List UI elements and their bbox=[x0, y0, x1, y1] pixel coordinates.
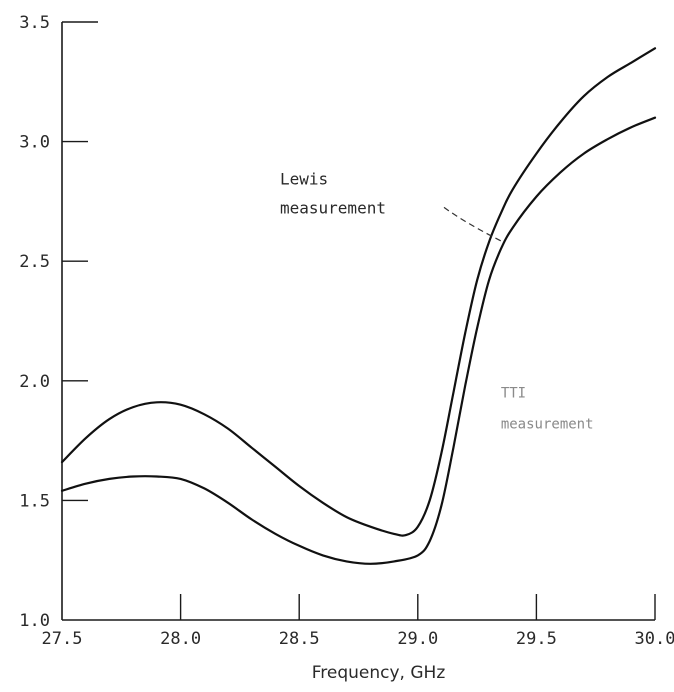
y-ticks: 1.0 1.5 2.0 2.5 3.0 3.5 bbox=[19, 13, 88, 631]
x-tick-label: 28.0 bbox=[160, 629, 201, 649]
y-tick-label: 1.5 bbox=[19, 491, 50, 511]
y-tick-label: 3.0 bbox=[19, 133, 50, 153]
x-ticks: 27.5 28.0 28.5 29.0 29.5 30.0 bbox=[42, 594, 674, 649]
x-tick-label: 27.5 bbox=[42, 629, 83, 649]
annotation-lewis-line1: Lewis bbox=[280, 170, 328, 189]
y-tick-label: 1.0 bbox=[19, 611, 50, 631]
y-tick-label: 3.5 bbox=[19, 13, 50, 33]
annotations: Lewis measurement TTI measurement bbox=[280, 170, 594, 433]
annotation-tti-line2: measurement bbox=[501, 417, 594, 433]
y-tick-label: 2.5 bbox=[19, 252, 50, 272]
annotation-lewis-line2: measurement bbox=[280, 198, 386, 217]
x-tick-label: 29.0 bbox=[397, 629, 438, 649]
y-tick-label: 2.0 bbox=[19, 372, 50, 392]
axes bbox=[61, 21, 655, 621]
x-axis-label: Frequency, GHz bbox=[312, 663, 446, 683]
annotation-tti-line1: TTI bbox=[501, 386, 526, 402]
series-group bbox=[60, 47, 657, 565]
series-line-lewis bbox=[60, 47, 657, 537]
x-tick-label: 28.5 bbox=[279, 629, 320, 649]
x-tick-label: 30.0 bbox=[635, 629, 674, 649]
x-tick-label: 29.5 bbox=[516, 629, 557, 649]
series-line-tti bbox=[60, 116, 657, 565]
annotation-lewis-leader bbox=[443, 206, 504, 243]
